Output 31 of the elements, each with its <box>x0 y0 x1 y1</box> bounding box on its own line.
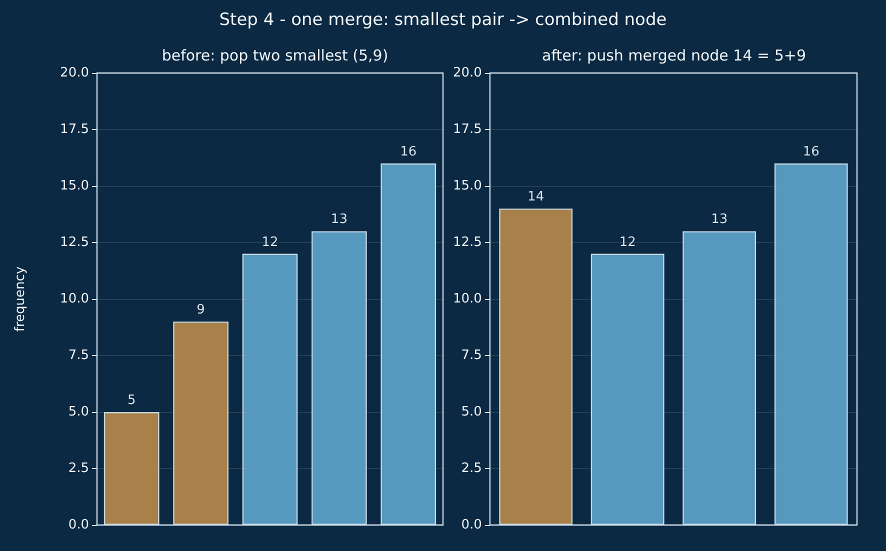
y-tick-label: 10.0 <box>60 292 89 306</box>
data-label: 12 <box>262 234 278 250</box>
y-tick-label: 7.5 <box>461 348 482 363</box>
y-tick-label: 5.0 <box>461 404 482 420</box>
data-label: 5 <box>127 393 136 408</box>
y-tick-label: 20.0 <box>60 66 89 80</box>
data-label: 14 <box>528 190 544 205</box>
data-label: 13 <box>330 212 348 228</box>
y-tick-label: 0.0 <box>68 518 89 532</box>
y-tick-label: 10.0 <box>452 292 482 306</box>
y-tick-label: 15.0 <box>60 178 89 194</box>
text: Step 4 - one merge: smallest pair -> combined node <box>218 10 668 30</box>
data-label: 16 <box>400 144 417 160</box>
y-tick-label: 17.5 <box>452 122 482 137</box>
data-label: 9 <box>196 302 205 318</box>
y-tick-label: 20.0 <box>452 66 482 80</box>
y-axis-title: frequency <box>13 266 28 332</box>
y-tick-label: 2.5 <box>68 461 89 476</box>
chart-title: before: pop two smallest (5,9) <box>162 46 388 64</box>
data-label: 13 <box>711 212 728 228</box>
y-tick-label: 2.5 <box>461 461 482 476</box>
y-tick-label: 15.0 <box>452 178 482 194</box>
data-label: 12 <box>619 234 636 250</box>
y-tick-label: 12.5 <box>452 235 482 250</box>
y-tick-label: 17.5 <box>60 122 89 137</box>
y-tick-label: 5.0 <box>68 404 89 420</box>
data-label: 16 <box>802 144 820 160</box>
y-tick-label: 0.0 <box>461 518 482 532</box>
y-tick-label: 12.5 <box>60 235 89 250</box>
y-tick-label: 7.5 <box>68 348 89 363</box>
chart-title: after: push merged node 14 = 5+9 <box>542 46 806 64</box>
